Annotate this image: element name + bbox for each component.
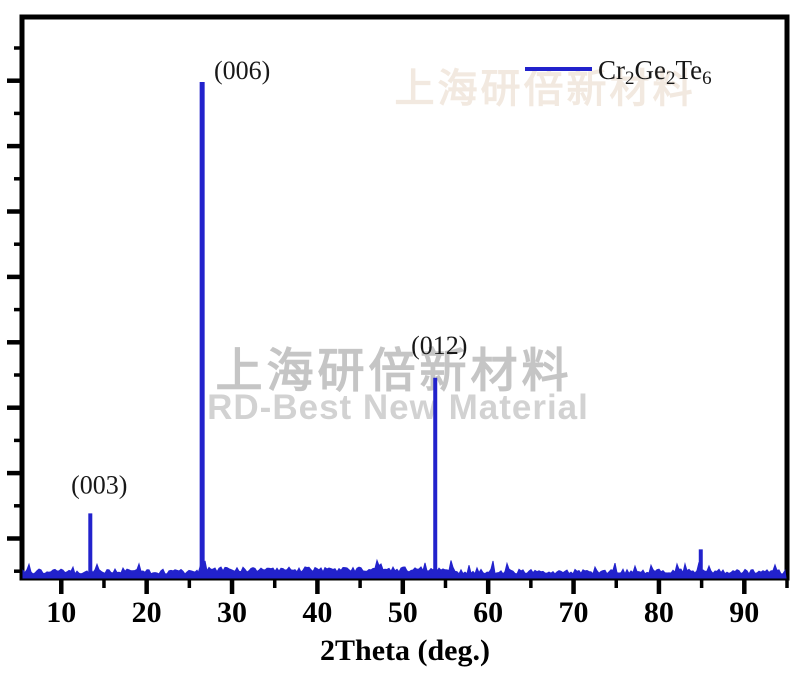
x-tick-label: 30: [217, 596, 247, 629]
x-tick-label: 60: [473, 596, 503, 629]
x-tick-label: 50: [388, 596, 418, 629]
x-tick-label: 20: [132, 596, 162, 629]
legend-formula-subscript: 2: [666, 68, 676, 89]
x-axis-ticks: [59, 580, 789, 594]
peak-annotations: (003) (006) (012): [71, 56, 467, 499]
xrd-trace: [22, 82, 787, 579]
legend-label: Cr2Ge2Te6: [598, 55, 712, 89]
x-axis-title: 2Theta (deg.): [320, 634, 490, 667]
legend-formula-text: Ge: [635, 55, 666, 85]
x-axis-tick-labels: 10 20 30 40 50 60 70 80 90: [46, 596, 759, 629]
watermark-ghost: 上海研倍新材料: [394, 67, 696, 111]
x-tick-label: 40: [302, 596, 332, 629]
peak-label: (012): [411, 331, 467, 360]
legend-formula-text: Cr: [598, 55, 625, 85]
legend-formula-subscript: 2: [625, 68, 635, 89]
x-tick-label: 70: [559, 596, 589, 629]
plot-frame: [19, 14, 790, 581]
x-tick-label: 80: [644, 596, 674, 629]
x-tick-label: 90: [729, 596, 759, 629]
peak-label: (006): [214, 56, 270, 85]
peak-label: (003): [71, 470, 127, 499]
noise-baseline: [22, 558, 787, 579]
legend: Cr2Ge2Te6: [525, 55, 712, 89]
watermark-line1: 上海研倍新材料: [215, 344, 573, 397]
watermark-line2: RD-Best New Material: [207, 388, 589, 427]
x-tick-label: 10: [46, 596, 76, 629]
legend-formula-text: Te: [675, 55, 702, 85]
legend-formula-subscript: 6: [702, 68, 712, 89]
y-axis-ticks: [7, 46, 23, 573]
